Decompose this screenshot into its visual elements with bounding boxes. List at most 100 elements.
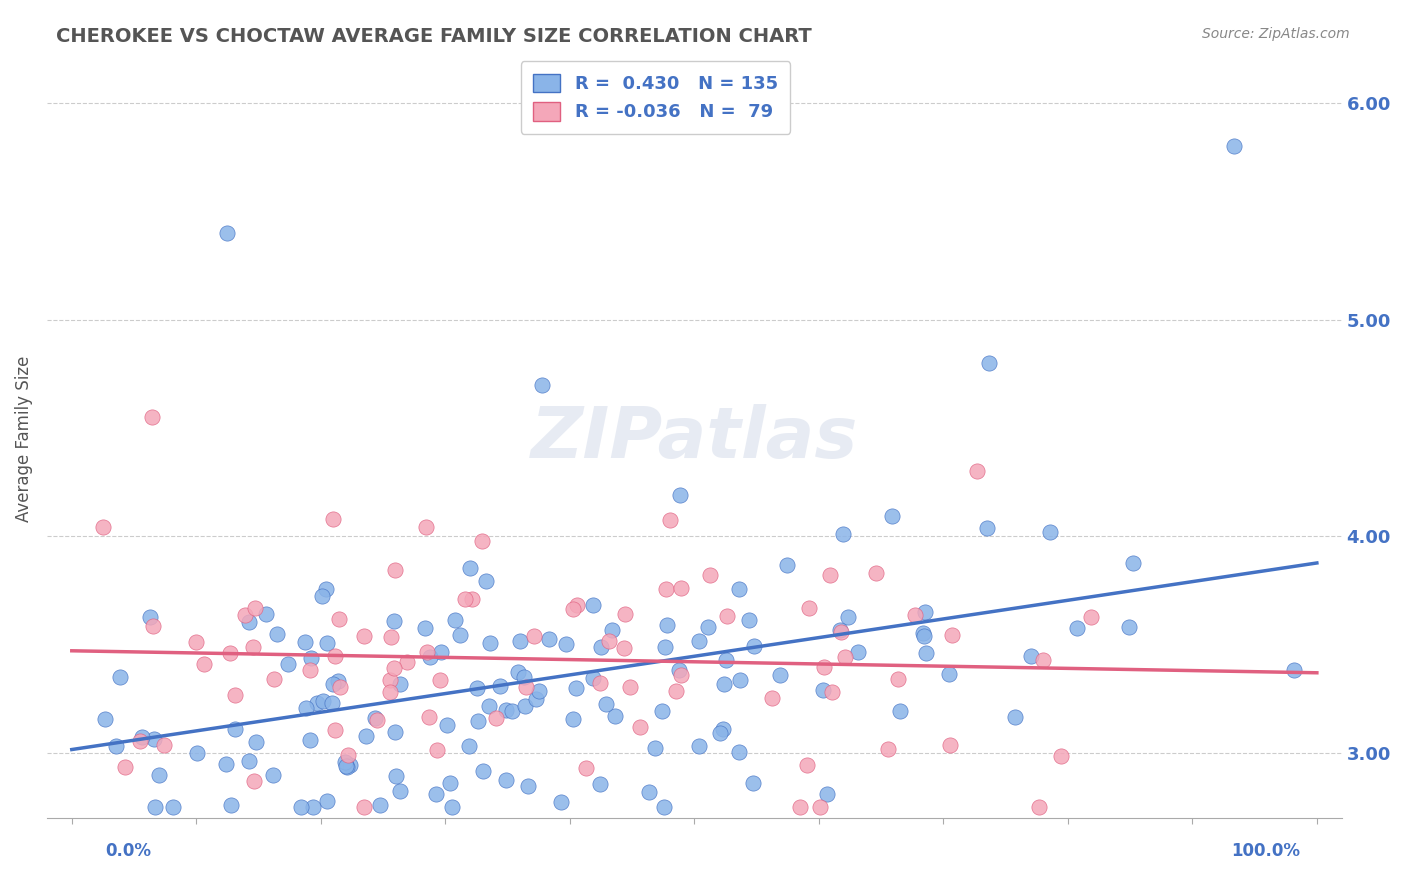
Point [415, 520, 437, 534]
Point [454, 592, 477, 607]
Point [458, 739, 481, 753]
Point [808, 800, 831, 814]
Point [245, 734, 267, 748]
Point [501, 704, 523, 718]
Point [1028, 800, 1050, 814]
Point [380, 630, 402, 644]
Point [789, 800, 811, 814]
Point [321, 696, 343, 710]
Point [384, 725, 406, 739]
Point [162, 800, 184, 814]
Point [1050, 749, 1073, 764]
Point [1122, 556, 1144, 570]
Point [582, 598, 605, 612]
Point [821, 685, 844, 699]
Point [458, 561, 481, 575]
Point [941, 628, 963, 642]
Point [266, 627, 288, 641]
Point [1284, 663, 1306, 677]
Point [419, 650, 441, 665]
Point [378, 673, 401, 688]
Point [263, 672, 285, 686]
Point [508, 665, 530, 679]
Point [489, 679, 512, 693]
Point [589, 675, 612, 690]
Point [655, 617, 678, 632]
Point [865, 566, 887, 581]
Point [595, 697, 617, 711]
Point [837, 610, 859, 624]
Point [714, 653, 737, 667]
Point [245, 601, 267, 615]
Point [93, 712, 115, 726]
Point [215, 756, 238, 771]
Point [603, 709, 626, 723]
Point [904, 607, 927, 622]
Point [589, 777, 612, 791]
Point [312, 694, 335, 708]
Point [395, 655, 418, 669]
Point [108, 670, 131, 684]
Point [565, 681, 588, 695]
Point [728, 745, 751, 759]
Point [914, 646, 936, 660]
Point [219, 797, 242, 812]
Text: CHEROKEE VS CHOCTAW AVERAGE FAMILY SIZE CORRELATION CHART: CHEROKEE VS CHOCTAW AVERAGE FAMILY SIZE … [56, 27, 813, 45]
Point [1118, 620, 1140, 634]
Text: ZIPatlas: ZIPatlas [530, 404, 858, 474]
Point [509, 634, 531, 648]
Point [813, 682, 835, 697]
Point [262, 768, 284, 782]
Point [688, 634, 710, 648]
Point [628, 720, 651, 734]
Point [224, 689, 246, 703]
Point [471, 533, 494, 548]
Point [769, 667, 792, 681]
Point [218, 647, 240, 661]
Point [846, 645, 869, 659]
Point [495, 773, 517, 788]
Point [429, 673, 451, 687]
Point [713, 677, 735, 691]
Point [277, 657, 299, 671]
Point [461, 592, 484, 607]
Point [368, 797, 391, 812]
Text: Source: ZipAtlas.com: Source: ZipAtlas.com [1202, 27, 1350, 41]
Point [744, 639, 766, 653]
Point [619, 680, 641, 694]
Point [711, 722, 734, 736]
Point [294, 700, 316, 714]
Point [294, 635, 316, 649]
Point [914, 605, 936, 619]
Point [562, 712, 585, 726]
Point [299, 733, 322, 747]
Point [669, 582, 692, 596]
Point [366, 714, 388, 728]
Point [415, 621, 437, 635]
Legend: R =  0.430   N = 135, R = -0.036   N =  79: R = 0.430 N = 135, R = -0.036 N = 79 [520, 61, 790, 134]
Point [242, 640, 264, 654]
Point [215, 226, 238, 240]
Point [665, 684, 688, 698]
Point [887, 672, 910, 686]
Point [184, 634, 207, 648]
Point [582, 671, 605, 685]
Point [254, 607, 277, 621]
Point [939, 738, 962, 752]
Point [233, 607, 256, 622]
Point [738, 613, 761, 627]
Point [1032, 653, 1054, 667]
Point [129, 734, 152, 748]
Point [513, 699, 536, 714]
Point [153, 738, 176, 752]
Point [555, 637, 578, 651]
Point [652, 800, 675, 814]
Point [1223, 139, 1246, 153]
Point [143, 800, 166, 814]
Point [384, 563, 406, 577]
Point [796, 758, 818, 772]
Y-axis label: Average Family Size: Average Family Size [15, 356, 32, 522]
Point [299, 650, 322, 665]
Point [316, 794, 339, 808]
Point [797, 600, 820, 615]
